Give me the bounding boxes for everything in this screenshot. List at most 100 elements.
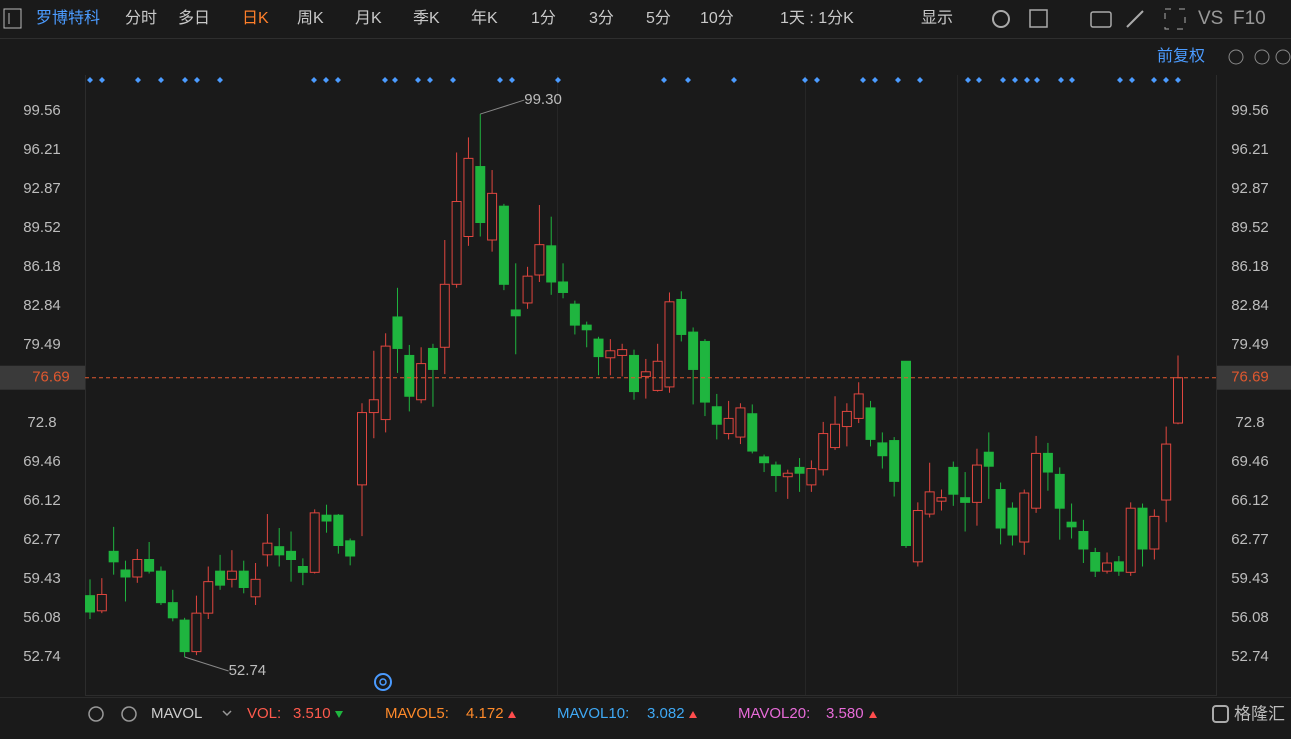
pen-icon[interactable] xyxy=(1126,10,1144,28)
indicator-label: MAVOL5: xyxy=(385,705,449,722)
y-tick-label: 59.43 xyxy=(23,570,61,587)
candle-body xyxy=(250,578,261,598)
y-tick-label-right: 99.56 xyxy=(1231,102,1269,119)
reset-icon[interactable] xyxy=(1228,49,1244,65)
y-tick-label: 82.84 xyxy=(23,297,61,314)
y-tick-label: 52.74 xyxy=(23,648,61,665)
camera-icon[interactable] xyxy=(1090,11,1112,28)
candle-body xyxy=(688,331,699,370)
tab[interactable]: 1分 xyxy=(531,9,556,27)
trend-arrow xyxy=(689,711,697,718)
candle-body xyxy=(297,565,308,573)
candle-body xyxy=(652,360,663,391)
candle-body xyxy=(581,324,592,331)
candle-body xyxy=(392,316,403,349)
tab[interactable]: 月K xyxy=(355,10,382,27)
annotation-leader xyxy=(480,99,525,115)
tab[interactable]: 3分 xyxy=(589,9,614,27)
fullscreen-icon[interactable] xyxy=(1164,8,1186,30)
indicator-close[interactable] xyxy=(121,706,137,722)
candle-body xyxy=(699,340,710,403)
tab[interactable]: 10分 xyxy=(700,9,734,27)
candle-body xyxy=(108,550,119,563)
menu-icon[interactable] xyxy=(3,8,22,29)
candle-body xyxy=(629,354,639,393)
tab[interactable]: 分时 xyxy=(125,9,157,27)
candle-body xyxy=(203,581,214,614)
candle-body xyxy=(416,363,427,401)
period-select[interactable]: 1天 : 1分K xyxy=(780,9,854,27)
candle-body xyxy=(357,412,367,486)
tab[interactable]: 年K xyxy=(471,9,498,27)
candle-body xyxy=(865,407,876,440)
candle-body xyxy=(155,570,166,604)
trend-arrow xyxy=(508,711,516,718)
indicator-dropdown[interactable] xyxy=(222,710,232,717)
candle-body xyxy=(85,595,95,613)
candle-body xyxy=(1090,552,1101,572)
y-tick-label-right: 59.43 xyxy=(1231,570,1269,587)
candle-body xyxy=(841,410,852,428)
candle-body xyxy=(605,350,616,359)
candle-body xyxy=(132,559,143,578)
candle-body xyxy=(1031,452,1042,509)
candle-body xyxy=(475,166,486,224)
candle-body xyxy=(510,309,521,317)
indicator-label: VOL: xyxy=(247,705,281,722)
candle-body xyxy=(451,201,462,285)
candle-body xyxy=(558,281,569,293)
candle-body xyxy=(522,275,533,304)
candle-body xyxy=(593,338,604,358)
candle-body xyxy=(759,456,770,464)
candle-body xyxy=(286,550,297,561)
tab[interactable]: 多日 xyxy=(178,9,210,27)
candle-body xyxy=(498,205,509,285)
candle-body xyxy=(711,406,722,425)
indicator-label: MAVOL20: xyxy=(738,705,810,722)
indicator-settings[interactable] xyxy=(88,706,104,722)
indicator-name[interactable]: MAVOL xyxy=(151,705,202,722)
event-marker[interactable] xyxy=(87,77,1181,83)
settings-icon[interactable] xyxy=(992,10,1010,28)
tab[interactable]: 周K xyxy=(297,10,324,27)
indicator-value: 3.580 xyxy=(826,705,864,722)
candle-body xyxy=(1054,473,1065,509)
candle-body xyxy=(995,489,1006,529)
candle-body xyxy=(912,510,923,563)
last-price-label-right: 76.69 xyxy=(1231,369,1269,386)
indicator-value: 4.172 xyxy=(466,705,504,722)
display-menu[interactable]: 显示 xyxy=(921,10,953,27)
candle-body xyxy=(191,612,202,653)
zoom-in-icon[interactable] xyxy=(1275,49,1291,65)
vs-button[interactable]: VS xyxy=(1198,8,1223,29)
candle-body xyxy=(1113,561,1124,572)
event-markers xyxy=(87,77,1181,83)
zoom-out-icon[interactable] xyxy=(1254,49,1270,65)
box-icon[interactable] xyxy=(1029,9,1048,28)
notice-icon[interactable] xyxy=(374,673,392,691)
candle-body xyxy=(167,602,178,619)
stock-name[interactable]: 罗博特科 xyxy=(36,9,100,27)
candle-body xyxy=(321,514,332,522)
candle-body xyxy=(960,497,971,503)
candle-body xyxy=(238,570,249,588)
y-tick-label-right: 86.18 xyxy=(1231,258,1269,275)
y-tick-label: 72.8 xyxy=(27,414,56,431)
adjust-mode[interactable]: 前复权 xyxy=(1157,47,1205,65)
f10-button[interactable]: F10 xyxy=(1233,8,1266,29)
candle-body xyxy=(96,593,107,612)
candle-body xyxy=(226,570,237,580)
tab[interactable]: 5分 xyxy=(646,9,671,27)
tab[interactable]: 季K xyxy=(413,9,440,27)
y-tick-label: 69.46 xyxy=(23,453,61,470)
candle-body xyxy=(794,466,805,474)
candle-body xyxy=(1102,562,1113,572)
tab[interactable]: 日K xyxy=(242,10,269,27)
candle-body xyxy=(948,466,959,495)
trend-arrow xyxy=(869,711,877,718)
candle-body xyxy=(345,540,356,557)
logo: 格隆汇 xyxy=(1234,704,1285,723)
candle-body xyxy=(144,559,155,572)
y-tick-label: 79.49 xyxy=(23,336,61,353)
